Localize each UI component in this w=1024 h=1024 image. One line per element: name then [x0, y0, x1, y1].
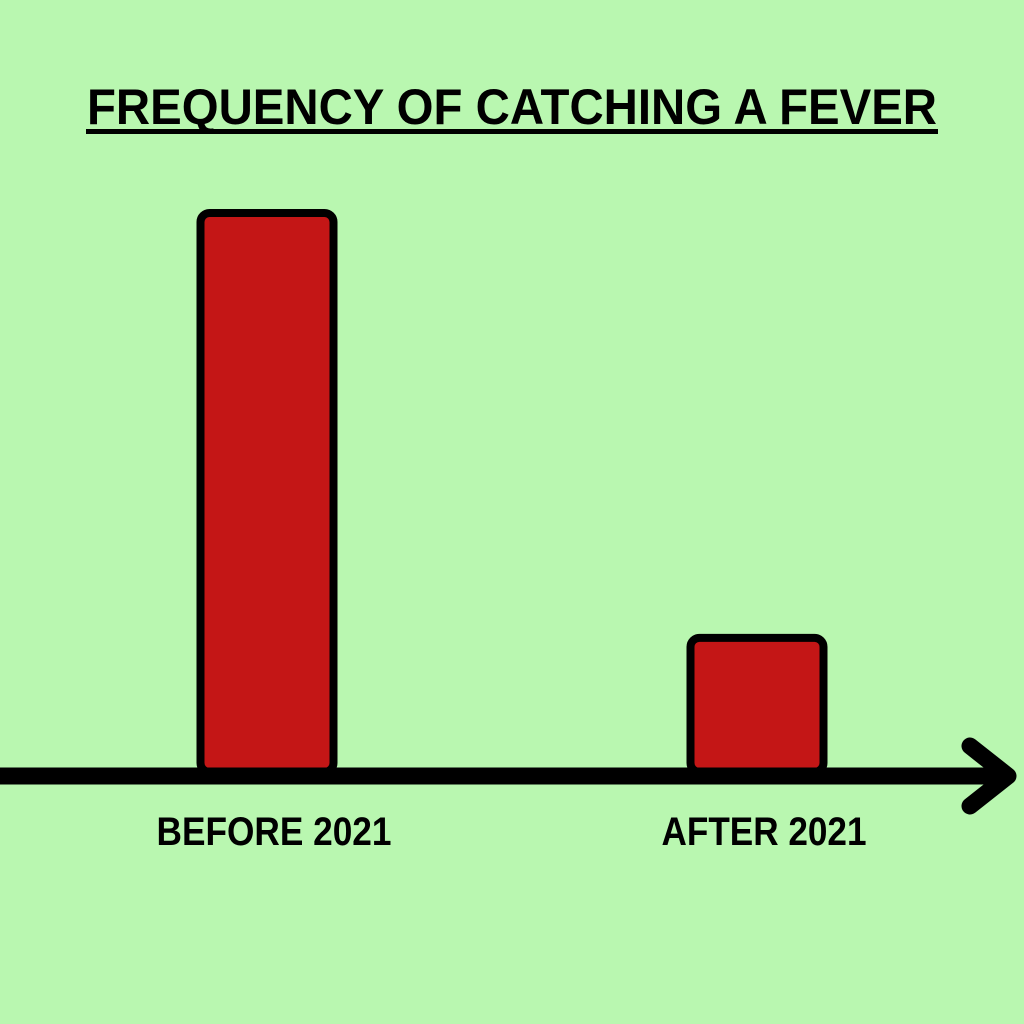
x-tick-label: AFTER 2021	[662, 810, 867, 854]
bars	[196, 209, 828, 777]
x-tick-label: BEFORE 2021	[157, 810, 392, 854]
bar	[196, 209, 338, 776]
bar	[686, 633, 828, 777]
chart-title: FREQUENCY OF CATCHING A FEVER	[87, 79, 937, 135]
title-underline	[86, 129, 938, 134]
axis-arrow	[961, 737, 1017, 815]
